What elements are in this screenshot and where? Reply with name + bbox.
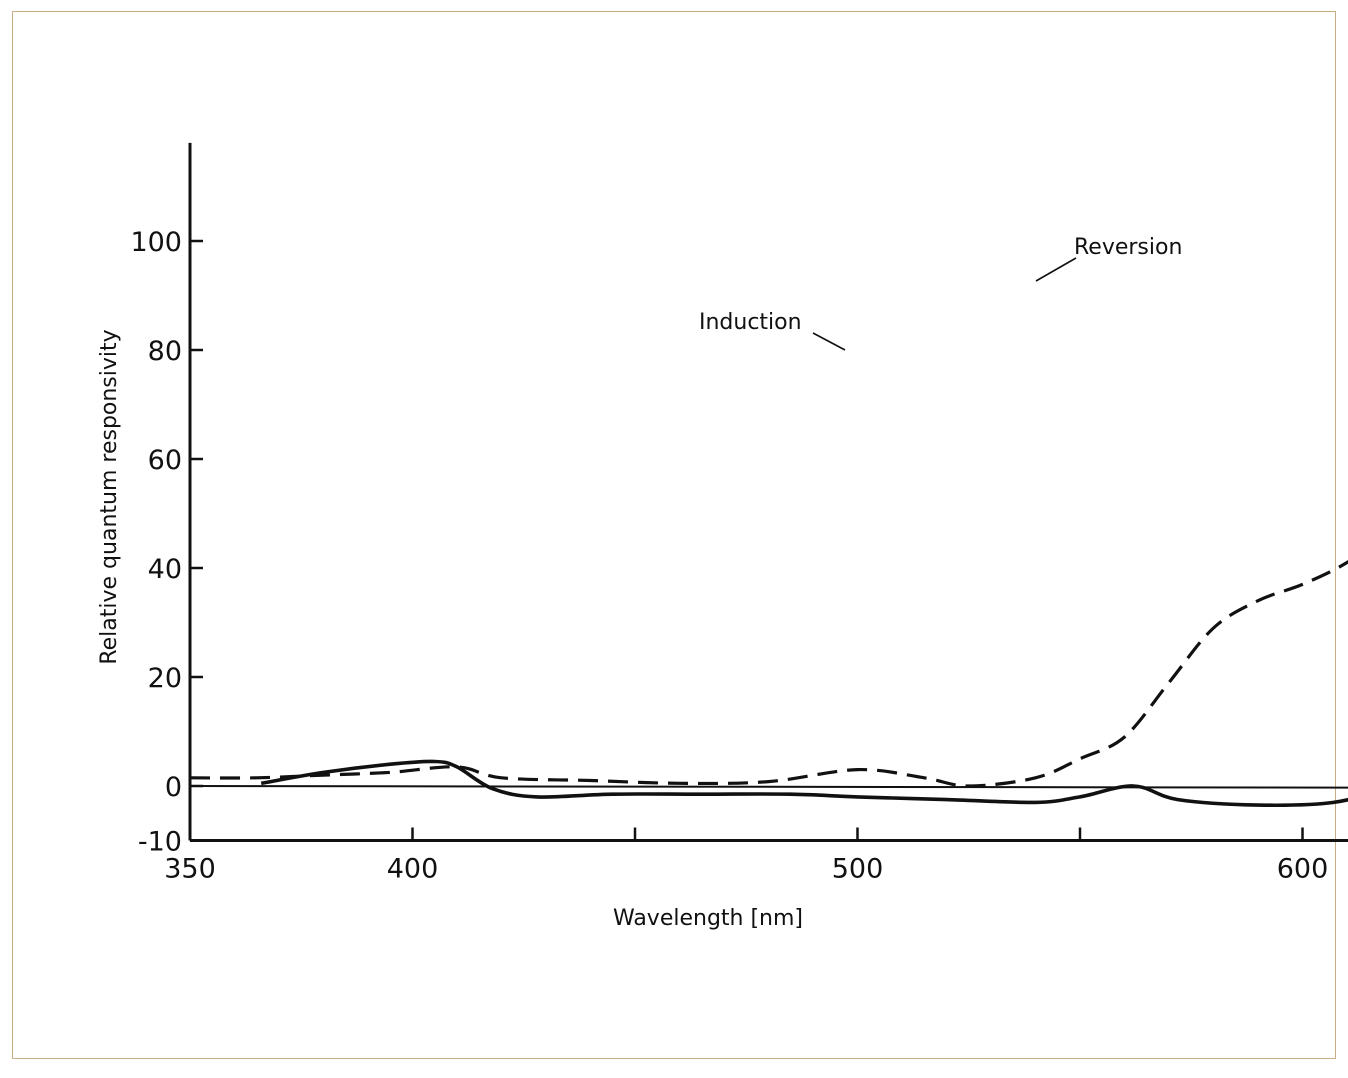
y-tick-label: 100 <box>130 227 182 258</box>
induction-leader-line <box>812 332 846 351</box>
y-axis-label: Relative quantum responsivity <box>97 329 122 664</box>
y-tick-label: 60 <box>148 445 182 476</box>
induction-label: Induction <box>699 310 802 335</box>
y-tick-label: 0 <box>165 772 182 803</box>
y-tick-label: -10 <box>138 827 182 858</box>
y-tick-label: 80 <box>148 336 182 367</box>
x-tick-label: 500 <box>832 854 884 885</box>
y-tick-label: 20 <box>148 663 182 694</box>
reversion-series-line <box>260 759 1348 808</box>
series-layer <box>189 559 1348 808</box>
axes <box>188 142 1348 842</box>
x-axis-label: Wavelength [nm] <box>613 906 803 931</box>
x-tick-label: 400 <box>387 854 439 885</box>
x-tick-label: 600 <box>1277 854 1329 885</box>
reversion-label: Reversion <box>1074 235 1182 260</box>
figure-frame <box>12 11 1336 1059</box>
reversion-leader-line <box>1035 257 1077 282</box>
zero-line <box>189 785 1348 789</box>
y-tick-label: 40 <box>148 554 182 585</box>
annotation-layer: Induction Reversion <box>699 235 1182 351</box>
x-tick-label: 350 <box>164 854 216 885</box>
induction-series-line <box>189 559 1348 788</box>
ticks: 350400500600700800100806040200-10 <box>130 227 1329 885</box>
